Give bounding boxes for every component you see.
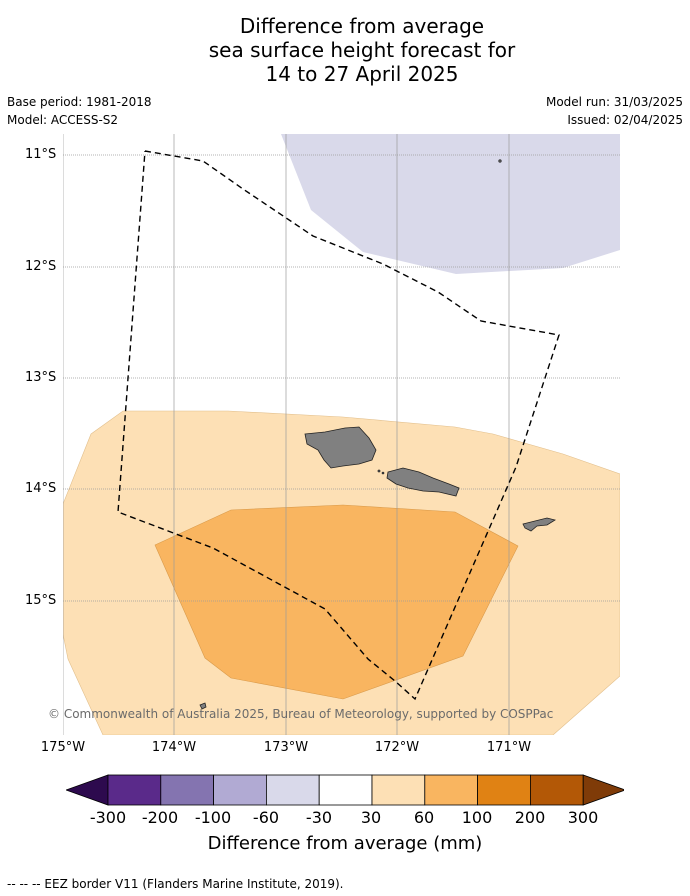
island-islet-manono [377,469,381,473]
colorbar-segment [107,774,162,806]
negative-anomaly-area [281,134,620,274]
islands [199,159,557,710]
island-islet-north [498,159,502,163]
colorbar-segment [160,774,215,806]
island-upolu [386,467,460,497]
colorbar-segment [213,774,267,806]
island-tutuila [522,517,557,532]
lat-label-15s: 15°S [25,593,57,608]
lon-label-171w: 171°W [486,740,532,755]
colorbar-tick-label: -100 [194,808,232,827]
title-line-1: Difference from average [239,14,485,38]
lon-label-172w: 172°W [374,740,420,755]
eez-legend: -- -- -- EEZ border V11 (Flanders Marine… [7,877,344,891]
model-text: Model: ACCESS-S2 [7,113,119,127]
colorbar-segment [371,774,426,806]
colorbar-tick-label: 60 [413,808,435,827]
colorbar-tick-label: -300 [89,808,127,827]
anomaly-area-60-100 [154,504,519,700]
title-line-2: sea surface height forecast for [208,38,516,62]
copyright-notice: © Commonwealth of Australia 2025, Bureau… [48,707,554,721]
lon-label-175w: 175°W [40,740,86,755]
colorbar-extend-low [66,774,109,806]
lat-label-13s: 13°S [25,370,57,385]
eez-border [117,150,560,701]
model-run-text: Model run: 31/03/2025 [545,95,683,109]
colorbar-segment [265,774,320,806]
lat-label-11s: 11°S [25,147,57,162]
island-islet-south [199,702,207,710]
base-period-text: Base period: 1981-2018 [7,95,152,109]
island-savaii [304,426,377,469]
colorbar [66,774,624,806]
colorbar-tick-label: 30 [360,808,382,827]
colorbar-tick-label: 200 [514,808,546,827]
graticule [63,134,620,735]
colorbar-tick-label: 100 [461,808,493,827]
colorbar-segment [424,774,478,806]
colorbar-tick-label: -200 [141,808,179,827]
lat-label-14s: 14°S [25,481,57,496]
colorbar-tick-label: -60 [252,808,280,827]
forecast-map [63,134,620,735]
anomaly-fills [63,134,620,735]
colorbar-extend-high [582,774,624,806]
island-islet-apolima [381,471,385,475]
colorbar-label: Difference from average (mm) [207,833,483,854]
lat-label-12s: 12°S [25,259,57,274]
lon-label-173w: 173°W [263,740,309,755]
colorbar-tick-label: 300 [567,808,599,827]
title-line-3: 14 to 27 April 2025 [265,62,459,86]
map-title: Difference from average sea surface heig… [0,14,690,86]
lon-label-174w: 174°W [151,740,197,755]
colorbar-segment [477,774,531,806]
colorbar-segment [318,774,373,806]
colorbar-segment [529,774,584,806]
issued-text: Issued: 02/04/2025 [567,113,683,127]
colorbar-tick-label: -30 [305,808,333,827]
